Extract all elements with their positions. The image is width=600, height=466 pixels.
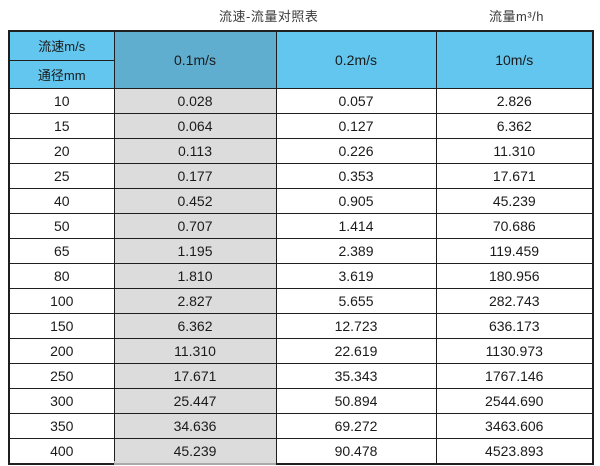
flow-value-cell: 2544.690 <box>435 388 594 414</box>
flow-value-cell: 25.447 <box>113 388 277 414</box>
flow-value-cell: 0.113 <box>113 138 277 164</box>
diameter-cell: 15 <box>8 113 115 139</box>
flow-value-cell: 1.195 <box>113 238 277 264</box>
velocity-column-header-0.1: 0.1m/s <box>113 30 277 89</box>
flow-value-cell: 0.452 <box>113 188 277 214</box>
table-row: 10 0.028 0.057 2.826 <box>8 88 594 114</box>
diameter-cell: 300 <box>8 388 115 414</box>
table-row: 15 0.064 0.127 6.362 <box>8 113 594 139</box>
flow-unit-label: 流量m³/h <box>489 9 545 24</box>
diameter-cell: 65 <box>8 238 115 264</box>
velocity-column-header-10: 10m/s <box>435 30 594 89</box>
table-row: 100 2.827 5.655 282.743 <box>8 288 594 314</box>
diameter-cell: 50 <box>8 213 115 239</box>
table-row: 40 0.452 0.905 45.239 <box>8 188 594 214</box>
table-row: 50 0.707 1.414 70.686 <box>8 213 594 239</box>
flow-value-cell: 3463.606 <box>435 413 594 439</box>
flow-value-cell: 0.707 <box>113 213 277 239</box>
flow-value-cell: 2.827 <box>113 288 277 314</box>
flow-value-cell: 0.028 <box>113 88 277 114</box>
table-row: 80 1.810 3.619 180.956 <box>8 263 594 289</box>
flow-value-cell: 4523.893 <box>435 438 594 465</box>
flow-value-cell: 1767.146 <box>435 363 594 389</box>
flow-value-cell: 3.619 <box>275 263 437 289</box>
flow-value-cell: 1.414 <box>275 213 437 239</box>
flow-value-cell: 636.173 <box>435 313 594 339</box>
flow-value-cell: 35.343 <box>275 363 437 389</box>
table-row: 150 6.362 12.723 636.173 <box>8 313 594 339</box>
flow-value-cell: 34.636 <box>113 413 277 439</box>
flow-value-cell: 0.064 <box>113 113 277 139</box>
diameter-cell: 250 <box>8 363 115 389</box>
flow-value-cell: 45.239 <box>435 188 594 214</box>
flow-value-cell: 1130.973 <box>435 338 594 364</box>
flow-value-cell: 90.478 <box>275 438 437 465</box>
table-header: 流速m/s 0.1m/s 0.2m/s 10m/s 通径mm <box>8 30 594 89</box>
flow-value-cell: 11.310 <box>435 138 594 164</box>
table-row: 400 45.239 90.478 4523.893 <box>8 438 594 465</box>
diameter-cell: 350 <box>8 413 115 439</box>
table-row: 350 34.636 69.272 3463.606 <box>8 413 594 439</box>
diameter-cell: 10 <box>8 88 115 114</box>
table-row: 20 0.113 0.226 11.310 <box>8 138 594 164</box>
flow-value-cell: 180.956 <box>435 263 594 289</box>
table-row: 250 17.671 35.343 1767.146 <box>8 363 594 389</box>
flow-value-cell: 0.353 <box>275 163 437 189</box>
table-row: 65 1.195 2.389 119.459 <box>8 238 594 264</box>
table-row: 25 0.177 0.353 17.671 <box>8 163 594 189</box>
table-row: 200 11.310 22.619 1130.973 <box>8 338 594 364</box>
flow-value-cell: 0.177 <box>113 163 277 189</box>
diameter-cell: 200 <box>8 338 115 364</box>
gray-column-shadow <box>114 461 276 465</box>
flow-value-cell: 69.272 <box>275 413 437 439</box>
flow-rate-table: 流速m/s 0.1m/s 0.2m/s 10m/s 通径mm 10 0.028 0.… <box>8 30 594 465</box>
page-title: 流速-流量对照表 <box>219 9 319 24</box>
table-row: 300 25.447 50.894 2544.690 <box>8 388 594 414</box>
flow-value-cell: 6.362 <box>113 313 277 339</box>
diameter-cell: 25 <box>8 163 115 189</box>
flow-value-cell: 0.905 <box>275 188 437 214</box>
flow-value-cell: 2.826 <box>435 88 594 114</box>
flow-value-cell: 0.127 <box>275 113 437 139</box>
corner-velocity-label: 流速m/s <box>8 30 115 61</box>
flow-value-cell: 17.671 <box>435 163 594 189</box>
flow-value-cell: 70.686 <box>435 213 594 239</box>
table-body: 10 0.028 0.057 2.826 15 0.064 0.127 6.362 20 0.11… <box>8 88 594 465</box>
flow-value-cell: 22.619 <box>275 338 437 364</box>
flow-value-cell: 282.743 <box>435 288 594 314</box>
flow-value-cell: 17.671 <box>113 363 277 389</box>
diameter-cell: 100 <box>8 288 115 314</box>
flow-value-cell: 2.389 <box>275 238 437 264</box>
flow-value-cell: 1.810 <box>113 263 277 289</box>
flow-value-cell: 11.310 <box>113 338 277 364</box>
flow-value-cell: 6.362 <box>435 113 594 139</box>
diameter-cell: 20 <box>8 138 115 164</box>
diameter-cell: 400 <box>8 438 115 465</box>
velocity-column-header-0.2: 0.2m/s <box>275 30 437 89</box>
diameter-cell: 150 <box>8 313 115 339</box>
flow-value-cell: 45.239 <box>113 438 277 465</box>
diameter-cell: 40 <box>8 188 115 214</box>
flow-value-cell: 50.894 <box>275 388 437 414</box>
flow-value-cell: 5.655 <box>275 288 437 314</box>
flow-value-cell: 119.459 <box>435 238 594 264</box>
corner-diameter-label: 通径mm <box>8 59 115 89</box>
flow-value-cell: 0.226 <box>275 138 437 164</box>
diameter-cell: 80 <box>8 263 115 289</box>
flow-value-cell: 12.723 <box>275 313 437 339</box>
flow-value-cell: 0.057 <box>275 88 437 114</box>
